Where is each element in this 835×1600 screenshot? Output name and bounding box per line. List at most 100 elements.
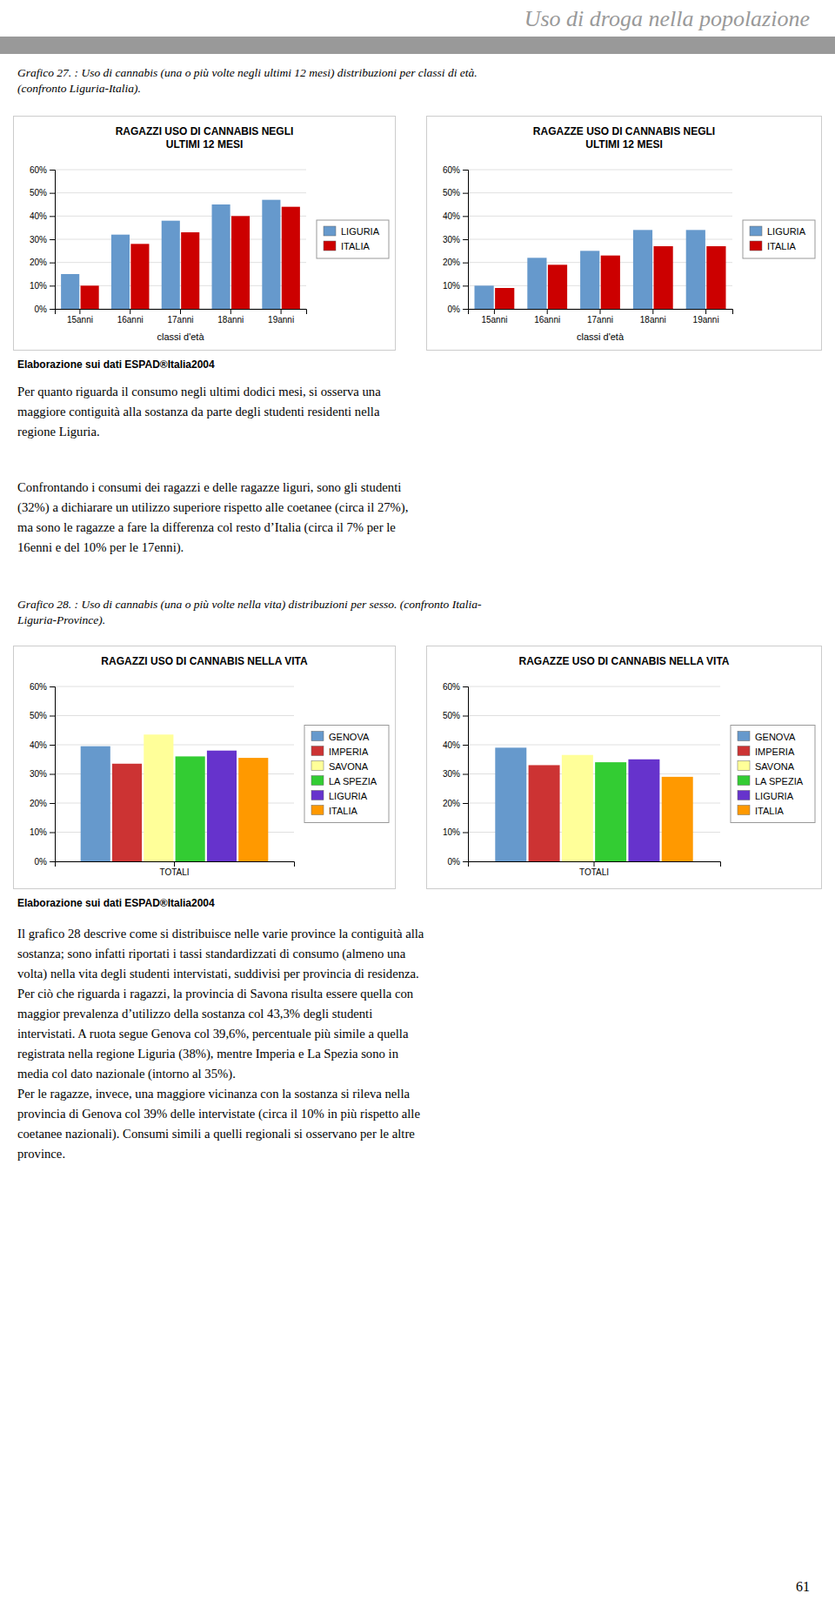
y-tick-label: 0% xyxy=(34,856,48,867)
x-axis: 15anni16anni17anni18anni19anni xyxy=(468,308,734,325)
y-tick-mark xyxy=(49,308,55,310)
legend-swatch xyxy=(737,805,750,815)
y-tick: 50% xyxy=(29,710,55,721)
x-axis-line xyxy=(468,861,722,868)
series xyxy=(80,746,111,862)
y-tick-label: 40% xyxy=(442,211,461,221)
grid-line xyxy=(467,744,721,746)
legend-swatch xyxy=(323,226,336,236)
x-tick: TOTALI xyxy=(159,861,189,877)
bar xyxy=(527,257,547,309)
y-tick-mark xyxy=(49,686,55,688)
bar xyxy=(547,264,568,309)
x-tick-mark xyxy=(652,308,654,314)
y-tick-mark xyxy=(49,744,55,746)
legend-label: LA SPEZIA xyxy=(328,775,378,787)
y-tick-mark xyxy=(462,774,468,775)
x-tick-label: 18anni xyxy=(640,314,667,325)
y-tick-mark xyxy=(49,285,55,287)
bar xyxy=(130,243,149,309)
y-tick-label: 0% xyxy=(447,856,461,867)
x-tick-mark xyxy=(594,861,595,867)
x-tick-label: 15anni xyxy=(66,314,94,325)
series xyxy=(60,200,281,309)
y-tick: 60% xyxy=(442,681,468,692)
grid-line xyxy=(54,169,307,171)
chart-frame xyxy=(427,116,822,351)
legend: GENOVAIMPERIASAVONALA SPEZIALIGURIAITALI… xyxy=(730,725,815,823)
caption-line: Grafico 27. : Uso di cannabis (una o più… xyxy=(17,66,478,80)
legend-label: GENOVA xyxy=(754,731,796,742)
x-tick-label: 16anni xyxy=(534,314,561,325)
grid-line xyxy=(467,686,721,688)
y-tick: 10% xyxy=(29,827,55,837)
legend-item: ITALIA xyxy=(737,805,784,816)
series xyxy=(474,229,705,309)
y-tick: 40% xyxy=(29,211,55,221)
y-tick: 0% xyxy=(34,856,55,867)
bar xyxy=(580,250,600,309)
x-axis-line xyxy=(55,861,295,868)
legend-item: ITALIA xyxy=(311,805,358,816)
bar xyxy=(661,776,694,862)
legend-item: SAVONA xyxy=(311,761,369,772)
paragraph-line: Il grafico 28 descrive come si distribui… xyxy=(17,926,425,941)
grid xyxy=(54,169,307,309)
series xyxy=(238,757,268,862)
x-tick-mark xyxy=(180,308,181,314)
paragraph-line: media col dato nazionale (intorno al 35%… xyxy=(17,1066,236,1082)
series xyxy=(175,755,206,862)
y-axis-line xyxy=(462,687,469,862)
x-axis-title: classi d'età xyxy=(576,331,625,342)
x-axis: TOTALI xyxy=(468,861,722,877)
paragraph-line: 16enni e del 10% per le 17enni). xyxy=(17,540,184,555)
legend: GENOVAIMPERIASAVONALA SPEZIALIGURIAITALI… xyxy=(304,725,389,823)
series xyxy=(561,754,594,862)
bar xyxy=(231,215,250,309)
y-tick-label: 40% xyxy=(442,740,461,750)
chart-frame xyxy=(13,646,396,889)
bar xyxy=(112,763,142,862)
chart: RAGAZZI USO DI CANNABIS NEGLIULTIMI 12 M… xyxy=(13,116,396,351)
bar xyxy=(494,287,515,309)
y-tick: 30% xyxy=(29,768,55,779)
legend-swatch xyxy=(737,790,750,801)
y-tick-label: 50% xyxy=(29,710,47,721)
y-tick-label: 50% xyxy=(442,710,461,721)
y-tick-label: 30% xyxy=(442,768,461,779)
x-axis-line xyxy=(55,309,308,315)
grid-line xyxy=(467,215,733,217)
y-tick: 10% xyxy=(29,280,55,291)
series xyxy=(207,750,237,862)
grid-line xyxy=(467,714,721,716)
y-tick-mark xyxy=(49,861,55,862)
y-tick-label: 30% xyxy=(442,234,461,245)
legend-label: IMPERIA xyxy=(754,746,795,757)
bar xyxy=(633,229,653,309)
legend-item: LIGURIA xyxy=(311,790,368,802)
y-tick: 40% xyxy=(442,211,468,221)
y-tick-label: 60% xyxy=(29,681,47,692)
y-tick-mark xyxy=(462,832,468,834)
y-axis: 0%10%20%30%40%50%60% xyxy=(442,165,469,314)
x-tick: 15anni xyxy=(66,308,94,325)
paragraph-line: Per le ragazze, invece, una maggiore vic… xyxy=(17,1086,410,1101)
legend-swatch xyxy=(311,775,324,786)
paragraph-line: coetanee nazionali). Consumi simili a qu… xyxy=(17,1126,415,1142)
y-tick: 40% xyxy=(29,740,55,750)
x-tick-label: 19anni xyxy=(693,314,720,325)
legend-swatch xyxy=(311,746,324,756)
legend-label: LIGURIA xyxy=(767,226,807,237)
y-tick-label: 40% xyxy=(29,740,47,750)
chart-frame xyxy=(427,646,822,889)
paragraph-line: intervistati. A ruota segue Genova col 3… xyxy=(17,1026,409,1041)
grid-line xyxy=(54,686,294,688)
legend: LIGURIAITALIA xyxy=(316,220,389,259)
caption-line: Grafico 28. : Uso di cannabis (una o più… xyxy=(17,597,482,611)
y-tick-label: 10% xyxy=(442,280,461,291)
legend-swatch xyxy=(311,761,324,771)
legend-item: IMPERIA xyxy=(737,746,795,757)
y-tick: 10% xyxy=(442,280,468,291)
bar xyxy=(474,285,494,309)
y-tick-label: 60% xyxy=(442,165,461,175)
